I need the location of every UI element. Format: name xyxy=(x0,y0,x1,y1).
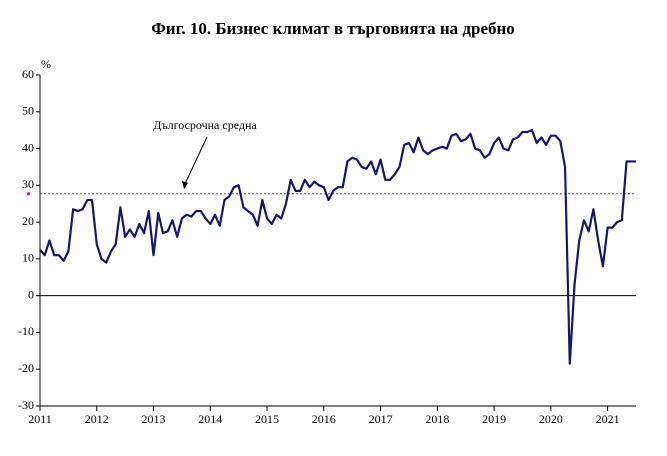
y-tick-label: -20 xyxy=(18,361,34,375)
y-tick-label: 40 xyxy=(22,140,34,154)
x-tick-label: 2012 xyxy=(85,412,109,426)
y-tick-label: 60 xyxy=(22,67,34,81)
chart-title: Фиг. 10. Бизнес климат в търговията на д… xyxy=(151,19,515,38)
series-line xyxy=(39,129,636,365)
y-tick-label: 10 xyxy=(22,251,34,265)
annotation-arrow xyxy=(183,136,208,187)
y-tick-label: -30 xyxy=(18,398,34,412)
x-tick-label: 2020 xyxy=(539,412,563,426)
x-tick-label: 2013 xyxy=(142,412,166,426)
x-tick-label: 2021 xyxy=(596,412,620,426)
x-tick-label: 2017 xyxy=(369,412,393,426)
x-tick-label: 2011 xyxy=(28,412,52,426)
y-tick-label: 0 xyxy=(28,287,34,301)
y-tick-label: 20 xyxy=(22,214,34,228)
y-tick-label: -10 xyxy=(18,324,34,338)
arrow-head xyxy=(182,181,188,189)
x-tick-label: 2016 xyxy=(312,412,336,426)
x-tick-label: 2014 xyxy=(198,412,222,426)
x-tick-label: 2019 xyxy=(482,412,506,426)
y-tick-label: 30 xyxy=(22,177,34,191)
y-unit: % xyxy=(41,57,51,71)
annotation: Дългосрочна средна xyxy=(153,118,257,132)
x-tick-label: 2015 xyxy=(255,412,279,426)
average-marker xyxy=(27,192,30,196)
y-tick-label: 50 xyxy=(22,104,34,118)
x-tick-label: 2018 xyxy=(425,412,449,426)
